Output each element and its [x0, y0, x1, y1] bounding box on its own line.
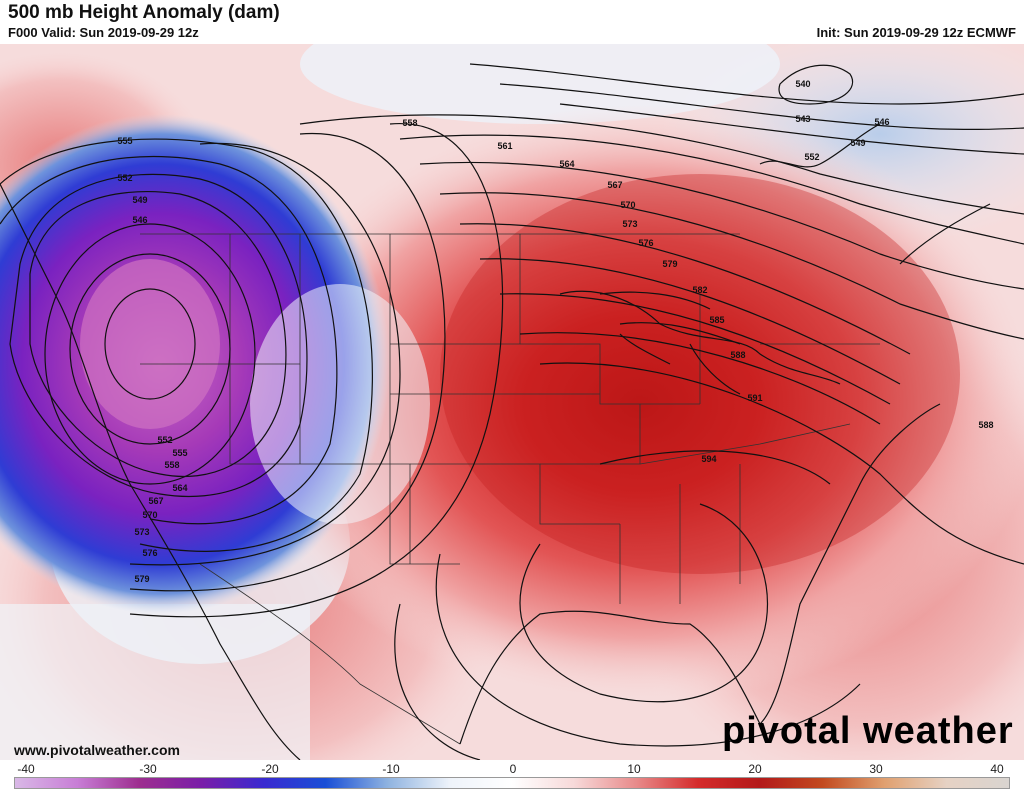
contour-label: 594	[701, 454, 716, 464]
contour-label: 546	[132, 215, 147, 225]
contour-label: 543	[795, 114, 810, 124]
contour-label: 591	[747, 393, 762, 403]
colorbar-tick: -40	[17, 762, 35, 776]
colorbar-ticks: -40 -30 -20 -10 0 10 20 30 40	[0, 761, 1024, 777]
contour-label: 564	[559, 159, 574, 169]
contour-label: 549	[850, 138, 865, 148]
map-canvas: 555 552 549 546 552 555 558 564 567 570 …	[0, 44, 1024, 760]
contour-labels: 555 552 549 546 552 555 558 564 567 570 …	[117, 79, 993, 584]
contour-label: 567	[148, 496, 163, 506]
height-contours	[0, 63, 1024, 760]
contour-label: 552	[157, 435, 172, 445]
contour-label: 558	[164, 460, 179, 470]
contour-label: 546	[874, 117, 889, 127]
colorbar	[14, 777, 1010, 789]
contour-label: 555	[172, 448, 187, 458]
colorbar-tick: 40	[990, 762, 1004, 776]
contour-label: 552	[117, 173, 132, 183]
valid-time: F000 Valid: Sun 2019-09-29 12z	[8, 25, 199, 40]
contour-label: 579	[134, 574, 149, 584]
init-time: Init: Sun 2019-09-29 12z ECMWF	[816, 25, 1016, 40]
colorbar-tick: -30	[139, 762, 157, 776]
brand-logo: pivotal weather	[722, 710, 1014, 752]
contour-label: 552	[804, 152, 819, 162]
contour-label: 582	[692, 285, 707, 295]
contour-label: 570	[142, 510, 157, 520]
colorbar-tick: 0	[509, 762, 517, 776]
contour-label: 564	[172, 483, 187, 493]
contour-label: 576	[638, 238, 653, 248]
contour-label: 576	[142, 548, 157, 558]
header-bar: 500 mb Height Anomaly (dam) F000 Valid: …	[0, 0, 1024, 44]
colorbar-tick: -10	[382, 762, 400, 776]
contour-label: 549	[132, 195, 147, 205]
weather-map[interactable]: 555 552 549 546 552 555 558 564 567 570 …	[0, 44, 1024, 760]
contour-label: 579	[662, 259, 677, 269]
colorbar-tick: 10	[627, 762, 641, 776]
contour-label: 585	[709, 315, 724, 325]
contour-label: 555	[117, 136, 132, 146]
contour-label: 588	[730, 350, 745, 360]
contour-label: 570	[620, 200, 635, 210]
political-borders	[140, 233, 880, 745]
website-link[interactable]: www.pivotalweather.com	[14, 742, 180, 758]
colorbar-tick: 20	[748, 762, 762, 776]
contour-label: 588	[978, 420, 993, 430]
map-title: 500 mb Height Anomaly (dam)	[8, 2, 280, 23]
contour-label: 573	[622, 219, 637, 229]
contour-label: 561	[497, 141, 512, 151]
contour-label: 573	[134, 527, 149, 537]
contour-label: 540	[795, 79, 810, 89]
colorbar-tick: -20	[261, 762, 279, 776]
colorbar-tick: 30	[869, 762, 883, 776]
contour-label: 558	[402, 118, 417, 128]
contour-label: 567	[607, 180, 622, 190]
